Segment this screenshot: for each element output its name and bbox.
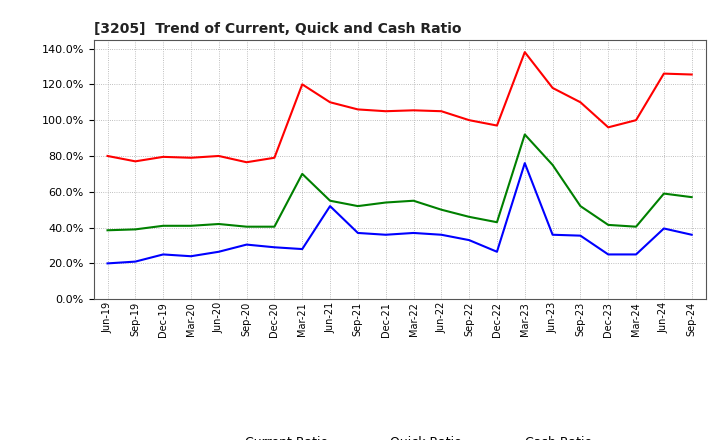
Quick Ratio <box>688 194 696 200</box>
Current Ratio <box>242 160 251 165</box>
Current Ratio <box>186 155 195 161</box>
Current Ratio <box>576 99 585 105</box>
Quick Ratio <box>186 223 195 228</box>
Cash Ratio <box>688 232 696 238</box>
Cash Ratio <box>409 230 418 235</box>
Quick Ratio <box>409 198 418 203</box>
Quick Ratio <box>465 214 474 220</box>
Cash Ratio <box>660 226 668 231</box>
Quick Ratio <box>159 223 168 228</box>
Cash Ratio <box>215 249 223 254</box>
Line: Cash Ratio: Cash Ratio <box>107 163 692 264</box>
Current Ratio <box>549 85 557 91</box>
Quick Ratio <box>549 162 557 168</box>
Quick Ratio <box>382 200 390 205</box>
Cash Ratio <box>270 245 279 250</box>
Quick Ratio <box>492 220 501 225</box>
Cash Ratio <box>437 232 446 238</box>
Current Ratio <box>354 107 362 112</box>
Current Ratio <box>325 99 334 105</box>
Cash Ratio <box>131 259 140 264</box>
Current Ratio <box>604 125 613 130</box>
Cash Ratio <box>242 242 251 247</box>
Legend: Current Ratio, Quick Ratio, Cash Ratio: Current Ratio, Quick Ratio, Cash Ratio <box>202 431 597 440</box>
Cash Ratio <box>325 203 334 209</box>
Text: [3205]  Trend of Current, Quick and Cash Ratio: [3205] Trend of Current, Quick and Cash … <box>94 22 461 36</box>
Current Ratio <box>660 71 668 76</box>
Cash Ratio <box>354 230 362 235</box>
Current Ratio <box>131 159 140 164</box>
Quick Ratio <box>631 224 640 229</box>
Quick Ratio <box>660 191 668 196</box>
Current Ratio <box>437 109 446 114</box>
Current Ratio <box>492 123 501 128</box>
Quick Ratio <box>576 203 585 209</box>
Current Ratio <box>382 109 390 114</box>
Current Ratio <box>298 82 307 87</box>
Current Ratio <box>215 153 223 158</box>
Current Ratio <box>409 108 418 113</box>
Cash Ratio <box>298 246 307 252</box>
Current Ratio <box>270 155 279 161</box>
Quick Ratio <box>298 171 307 176</box>
Quick Ratio <box>242 224 251 229</box>
Cash Ratio <box>382 232 390 238</box>
Current Ratio <box>465 117 474 123</box>
Current Ratio <box>631 117 640 123</box>
Quick Ratio <box>437 207 446 213</box>
Cash Ratio <box>103 261 112 266</box>
Current Ratio <box>159 154 168 160</box>
Quick Ratio <box>270 224 279 229</box>
Cash Ratio <box>576 233 585 238</box>
Cash Ratio <box>521 161 529 166</box>
Line: Quick Ratio: Quick Ratio <box>107 135 692 230</box>
Quick Ratio <box>354 203 362 209</box>
Quick Ratio <box>131 227 140 232</box>
Current Ratio <box>688 72 696 77</box>
Cash Ratio <box>604 252 613 257</box>
Quick Ratio <box>604 222 613 227</box>
Quick Ratio <box>325 198 334 203</box>
Cash Ratio <box>186 253 195 259</box>
Line: Current Ratio: Current Ratio <box>107 52 692 162</box>
Cash Ratio <box>465 238 474 243</box>
Cash Ratio <box>159 252 168 257</box>
Current Ratio <box>521 49 529 55</box>
Current Ratio <box>103 153 112 158</box>
Quick Ratio <box>215 221 223 227</box>
Quick Ratio <box>521 132 529 137</box>
Cash Ratio <box>492 249 501 254</box>
Quick Ratio <box>103 227 112 233</box>
Cash Ratio <box>631 252 640 257</box>
Cash Ratio <box>549 232 557 238</box>
